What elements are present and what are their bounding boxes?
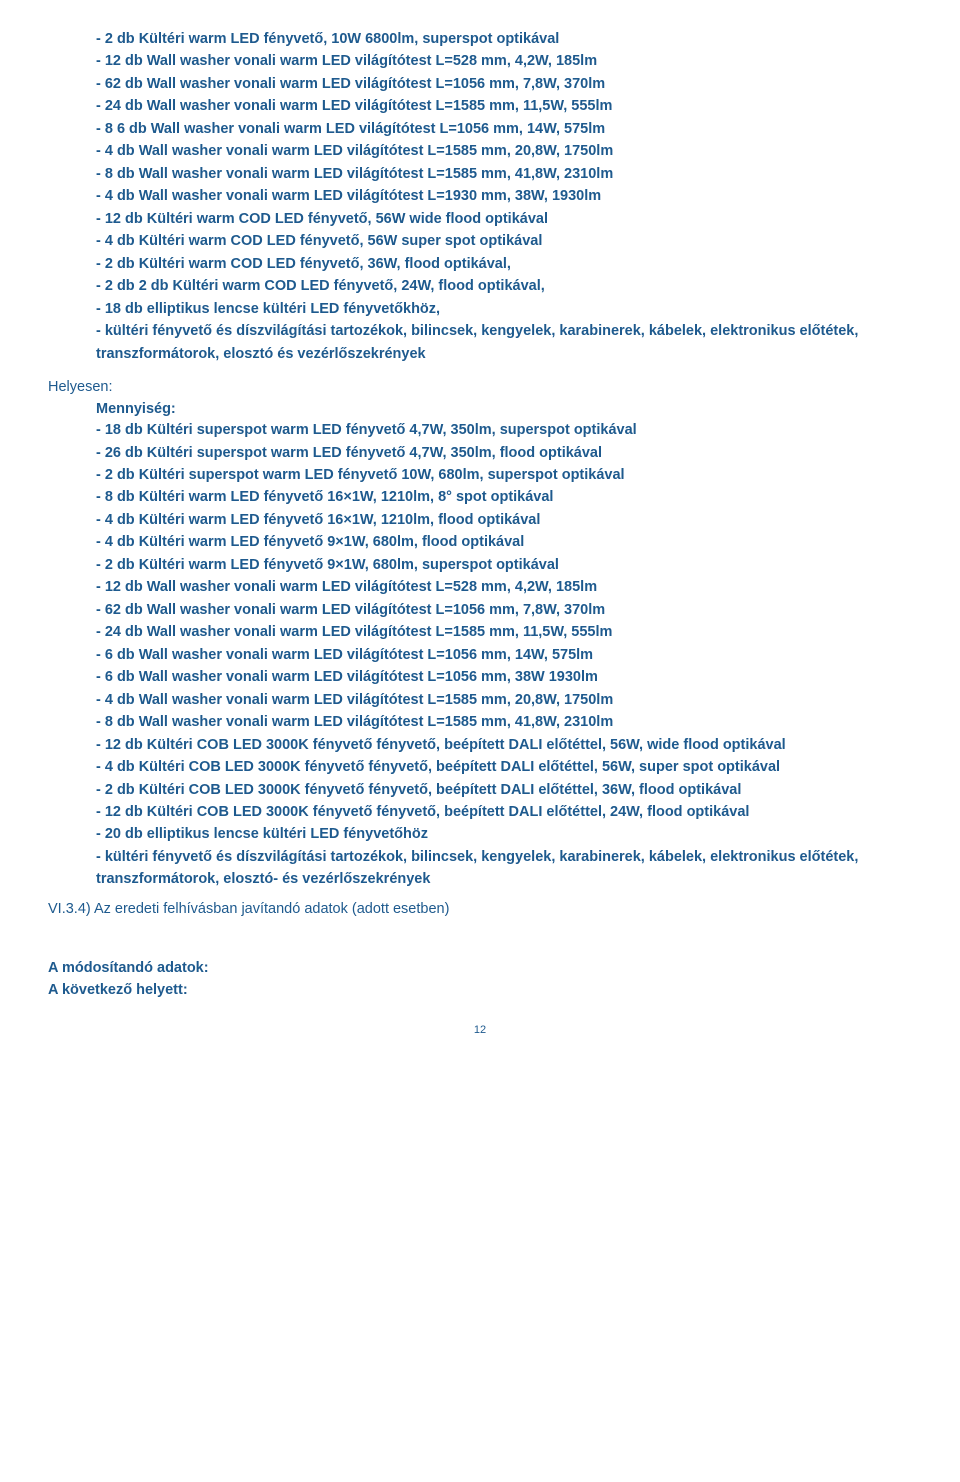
label-modositando: A módosítandó adatok: (48, 957, 912, 979)
label-mennyiseg: Mennyiség: (96, 401, 912, 417)
list-item: - kültéri fényvető és díszvilágítási tar… (96, 320, 912, 365)
list-item: - 2 db Kültéri warm COD LED fényvető, 36… (96, 253, 912, 275)
list-item: - 4 db Wall washer vonali warm LED világ… (96, 140, 912, 162)
list-item: - 2 db 2 db Kültéri warm COD LED fényvet… (96, 275, 912, 297)
list-item: - 18 db elliptikus lencse kültéri LED fé… (96, 298, 912, 320)
list-item: - 2 db Kültéri COB LED 3000K fényvető fé… (96, 779, 912, 801)
list-item: - 6 db Wall washer vonali warm LED világ… (96, 644, 912, 666)
list-item: - 62 db Wall washer vonali warm LED vilá… (96, 73, 912, 95)
list-item: - kültéri fényvető és díszvilágítási tar… (96, 846, 912, 891)
list-item: - 12 db Kültéri COB LED 3000K fényvető f… (96, 801, 912, 823)
list-item: - 8 6 db Wall washer vonali warm LED vil… (96, 118, 912, 140)
list-item: - 24 db Wall washer vonali warm LED vilá… (96, 621, 912, 643)
list-item: - 20 db elliptikus lencse kültéri LED fé… (96, 823, 912, 845)
list-item: - 2 db Kültéri superspot warm LED fényve… (96, 464, 912, 486)
list-item: - 8 db Wall washer vonali warm LED világ… (96, 163, 912, 185)
list-corrected: - 18 db Kültéri superspot warm LED fényv… (96, 419, 912, 891)
label-helyesen: Helyesen: (48, 379, 912, 395)
list-item: - 4 db Wall washer vonali warm LED világ… (96, 689, 912, 711)
list-item: - 4 db Kültéri warm COD LED fényvető, 56… (96, 230, 912, 252)
list-item: - 4 db Wall washer vonali warm LED világ… (96, 185, 912, 207)
bottom-block: A módosítandó adatok: A következő helyet… (48, 957, 912, 1002)
list-original: - 2 db Kültéri warm LED fényvető, 10W 68… (96, 28, 912, 365)
list-item: - 8 db Kültéri warm LED fényvető 16×1W, … (96, 486, 912, 508)
list-item: - 2 db Kültéri warm LED fényvető 9×1W, 6… (96, 554, 912, 576)
list-item: - 4 db Kültéri warm LED fényvető 16×1W, … (96, 509, 912, 531)
list-item: - 24 db Wall washer vonali warm LED vilá… (96, 95, 912, 117)
page-number: 12 (48, 1024, 912, 1036)
list-item: - 12 db Kültéri COB LED 3000K fényvető f… (96, 734, 912, 756)
list-item: - 18 db Kültéri superspot warm LED fényv… (96, 419, 912, 441)
label-kovetkezo-helyett: A következő helyett: (48, 979, 912, 1001)
list-item: - 2 db Kültéri warm LED fényvető, 10W 68… (96, 28, 912, 50)
list-item: - 26 db Kültéri superspot warm LED fényv… (96, 442, 912, 464)
list-item: - 12 db Kültéri warm COD LED fényvető, 5… (96, 208, 912, 230)
list-item: - 12 db Wall washer vonali warm LED vilá… (96, 50, 912, 72)
list-item: - 4 db Kültéri COB LED 3000K fényvető fé… (96, 756, 912, 778)
section-heading-vi34: VI.3.4) Az eredeti felhívásban javítandó… (48, 901, 912, 917)
list-item: - 6 db Wall washer vonali warm LED világ… (96, 666, 912, 688)
list-item: - 12 db Wall washer vonali warm LED vilá… (96, 576, 912, 598)
list-item: - 4 db Kültéri warm LED fényvető 9×1W, 6… (96, 531, 912, 553)
list-item: - 62 db Wall washer vonali warm LED vilá… (96, 599, 912, 621)
list-item: - 8 db Wall washer vonali warm LED világ… (96, 711, 912, 733)
